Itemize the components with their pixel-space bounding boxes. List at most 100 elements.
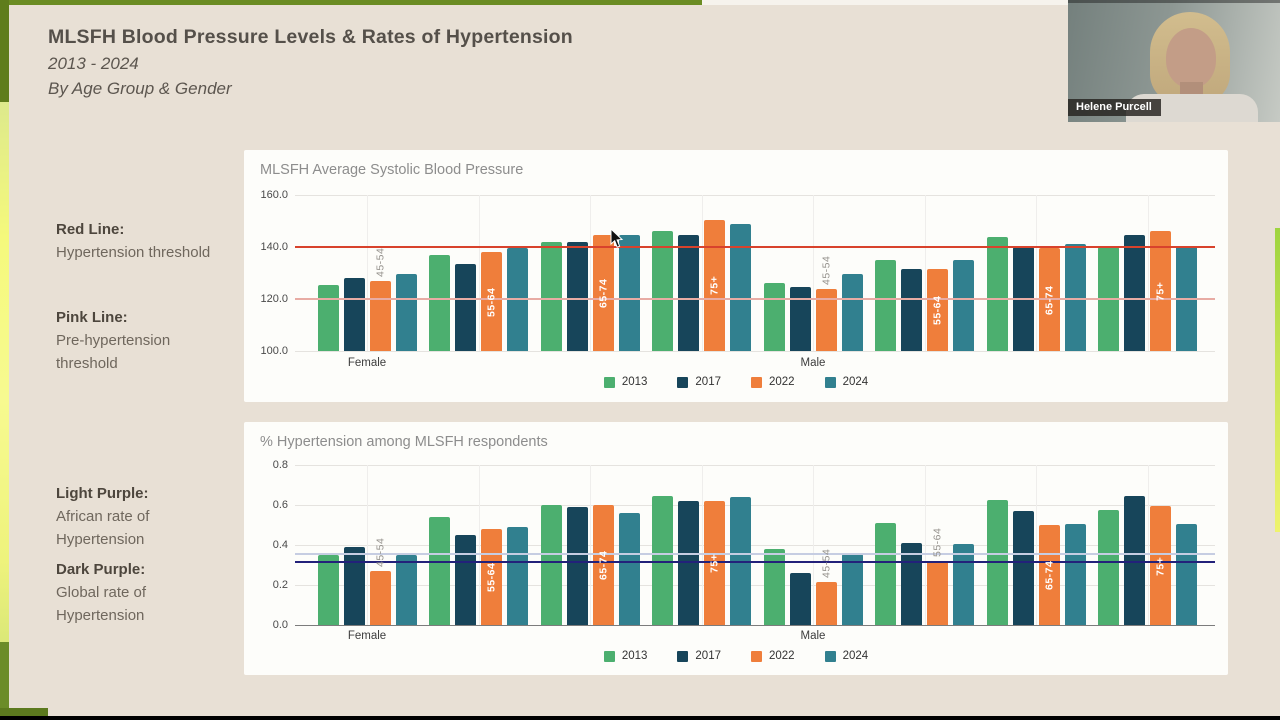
bar-2024-75+ <box>1176 524 1197 625</box>
slide-top-light-bar <box>702 0 1068 5</box>
presenter-face <box>1166 28 1216 88</box>
webcam-nametag: Helene Purcell <box>1068 99 1161 116</box>
bar-2017-45-54 <box>789 573 811 625</box>
mouse-cursor <box>610 229 624 248</box>
threshold-note: Red Line: Hypertension threshold <box>56 218 228 264</box>
gridline-horizontal <box>295 351 1215 352</box>
slide-top-accent-bar <box>0 0 702 5</box>
legend-swatch-2022 <box>751 650 762 662</box>
reference-line <box>295 561 1215 563</box>
legend-item-2024: 2024 <box>824 376 868 388</box>
bar-2024-55-64 <box>507 527 528 625</box>
age-group-label: 65-74 <box>597 278 609 308</box>
bar-2022-75+ <box>704 501 725 625</box>
gridline-vertical <box>1147 195 1149 351</box>
legend-swatch-2013 <box>603 650 615 662</box>
letterbox-bottom <box>0 716 1280 720</box>
gridline-vertical <box>590 465 591 625</box>
age-group-label: 45-54 <box>820 548 832 578</box>
gridline-vertical <box>701 465 703 625</box>
gridline-vertical <box>924 195 926 351</box>
y-axis-tick-label: 100.0 <box>260 345 288 357</box>
bar-2013-65-74 <box>540 241 562 351</box>
bar-2017-75+ <box>1124 235 1145 351</box>
bar-2022-55-64 <box>481 252 502 351</box>
bar-2022-65-74 <box>592 505 614 625</box>
bar-2022-45-54 <box>369 280 391 351</box>
bar-2024-45-54 <box>395 555 417 625</box>
threshold-note: Light Purple: African rate of Hypertensio… <box>56 482 228 551</box>
bar-2017-75+ <box>678 235 699 351</box>
legend-label: 2013 <box>621 650 648 662</box>
bar-2017-55-64 <box>901 543 922 625</box>
threshold-note-label: Pink Line: <box>56 309 128 326</box>
legend-item-2017: 2017 <box>677 650 721 662</box>
gridline-horizontal <box>295 195 1215 196</box>
bar-2017-45-54 <box>343 547 365 625</box>
bar-2013-55-64 <box>875 260 896 351</box>
threshold-note-text: Global rate of Hypertension <box>56 584 147 624</box>
y-axis-tick-label: 140.0 <box>260 241 288 253</box>
age-group-label: 75+ <box>708 553 721 573</box>
bar-2024-45-54 <box>841 554 863 625</box>
x-axis-section-label: Female <box>347 357 387 369</box>
chart-title: % Hypertension among MLSFH respondents <box>260 434 548 450</box>
gridline-vertical <box>1147 465 1149 625</box>
systolic-bp-chart-panel: MLSFH Average Systolic Blood Pressure 160… <box>244 150 1228 402</box>
slide-corner-accent <box>0 708 48 716</box>
threshold-note-text: African rate of Hypertension <box>56 508 150 548</box>
age-group-label: 75+ <box>708 275 721 295</box>
reference-line <box>295 298 1215 300</box>
age-group-label: 55-64 <box>931 527 944 557</box>
bar-2024-75+ <box>730 223 751 351</box>
gridline-vertical <box>1036 195 1037 351</box>
bar-2022-65-74 <box>592 235 614 351</box>
bar-2024-65-74 <box>1064 524 1086 625</box>
bar-2022-55-64 <box>927 269 948 351</box>
y-axis-tick-label: 0.8 <box>272 459 288 471</box>
age-group-label: 65-74 <box>1043 284 1055 315</box>
bar-2017-75+ <box>1124 496 1145 625</box>
legend-label: 2022 <box>769 650 795 662</box>
chart-legend: 2013 2017 2022 2024 <box>244 650 1228 662</box>
bar-2017-65-74 <box>566 241 588 351</box>
bar-2013-55-64 <box>429 254 450 351</box>
bar-2013-75+ <box>652 231 673 351</box>
bar-2013-55-64 <box>875 523 896 625</box>
threshold-note-text: Pre-hypertension threshold <box>56 332 171 372</box>
bar-2013-45-54 <box>763 549 785 625</box>
bar-2022-75+ <box>704 219 725 351</box>
bar-2017-65-74 <box>566 507 588 625</box>
webcam-overlay: Helene Purcell <box>1068 0 1280 122</box>
legend-item-2017: 2017 <box>677 376 721 388</box>
bar-2013-45-54 <box>317 555 339 625</box>
legend-item-2013: 2013 <box>603 650 648 662</box>
gridline-vertical <box>590 195 591 351</box>
threshold-note: Pink Line: Pre-hypertension threshold <box>56 306 228 375</box>
reference-line <box>295 246 1215 248</box>
legend-swatch-2017 <box>677 650 689 662</box>
bar-2013-45-54 <box>317 284 339 351</box>
hypertension-rate-chart-panel: % Hypertension among MLSFH respondents 0.… <box>244 422 1228 675</box>
bar-2022-65-74 <box>1038 525 1060 625</box>
legend-item-2022: 2022 <box>751 650 795 662</box>
gridline-vertical <box>924 465 926 625</box>
bar-2022-45-54 <box>369 571 391 625</box>
legend-label: 2022 <box>769 376 795 388</box>
bar-2013-65-74 <box>986 236 1008 351</box>
y-axis-tick-label: 0.4 <box>272 539 288 551</box>
chart-legend: 2013 2017 2022 2024 <box>244 376 1228 388</box>
legend-label: 2017 <box>695 376 721 388</box>
gridline-vertical <box>701 195 703 351</box>
y-axis-tick-label: 0.6 <box>272 499 288 511</box>
age-group-label: 55-64 <box>485 286 498 317</box>
x-axis-section-label: Male <box>800 357 826 369</box>
threshold-note-label: Dark Purple: <box>56 561 146 578</box>
threshold-note-text: Hypertension threshold <box>56 244 211 261</box>
legend-item-2022: 2022 <box>751 376 795 388</box>
age-group-label: 75+ <box>1154 555 1167 576</box>
slide-years: 2013 - 2024 <box>48 54 139 73</box>
bar-2017-55-64 <box>455 535 476 625</box>
